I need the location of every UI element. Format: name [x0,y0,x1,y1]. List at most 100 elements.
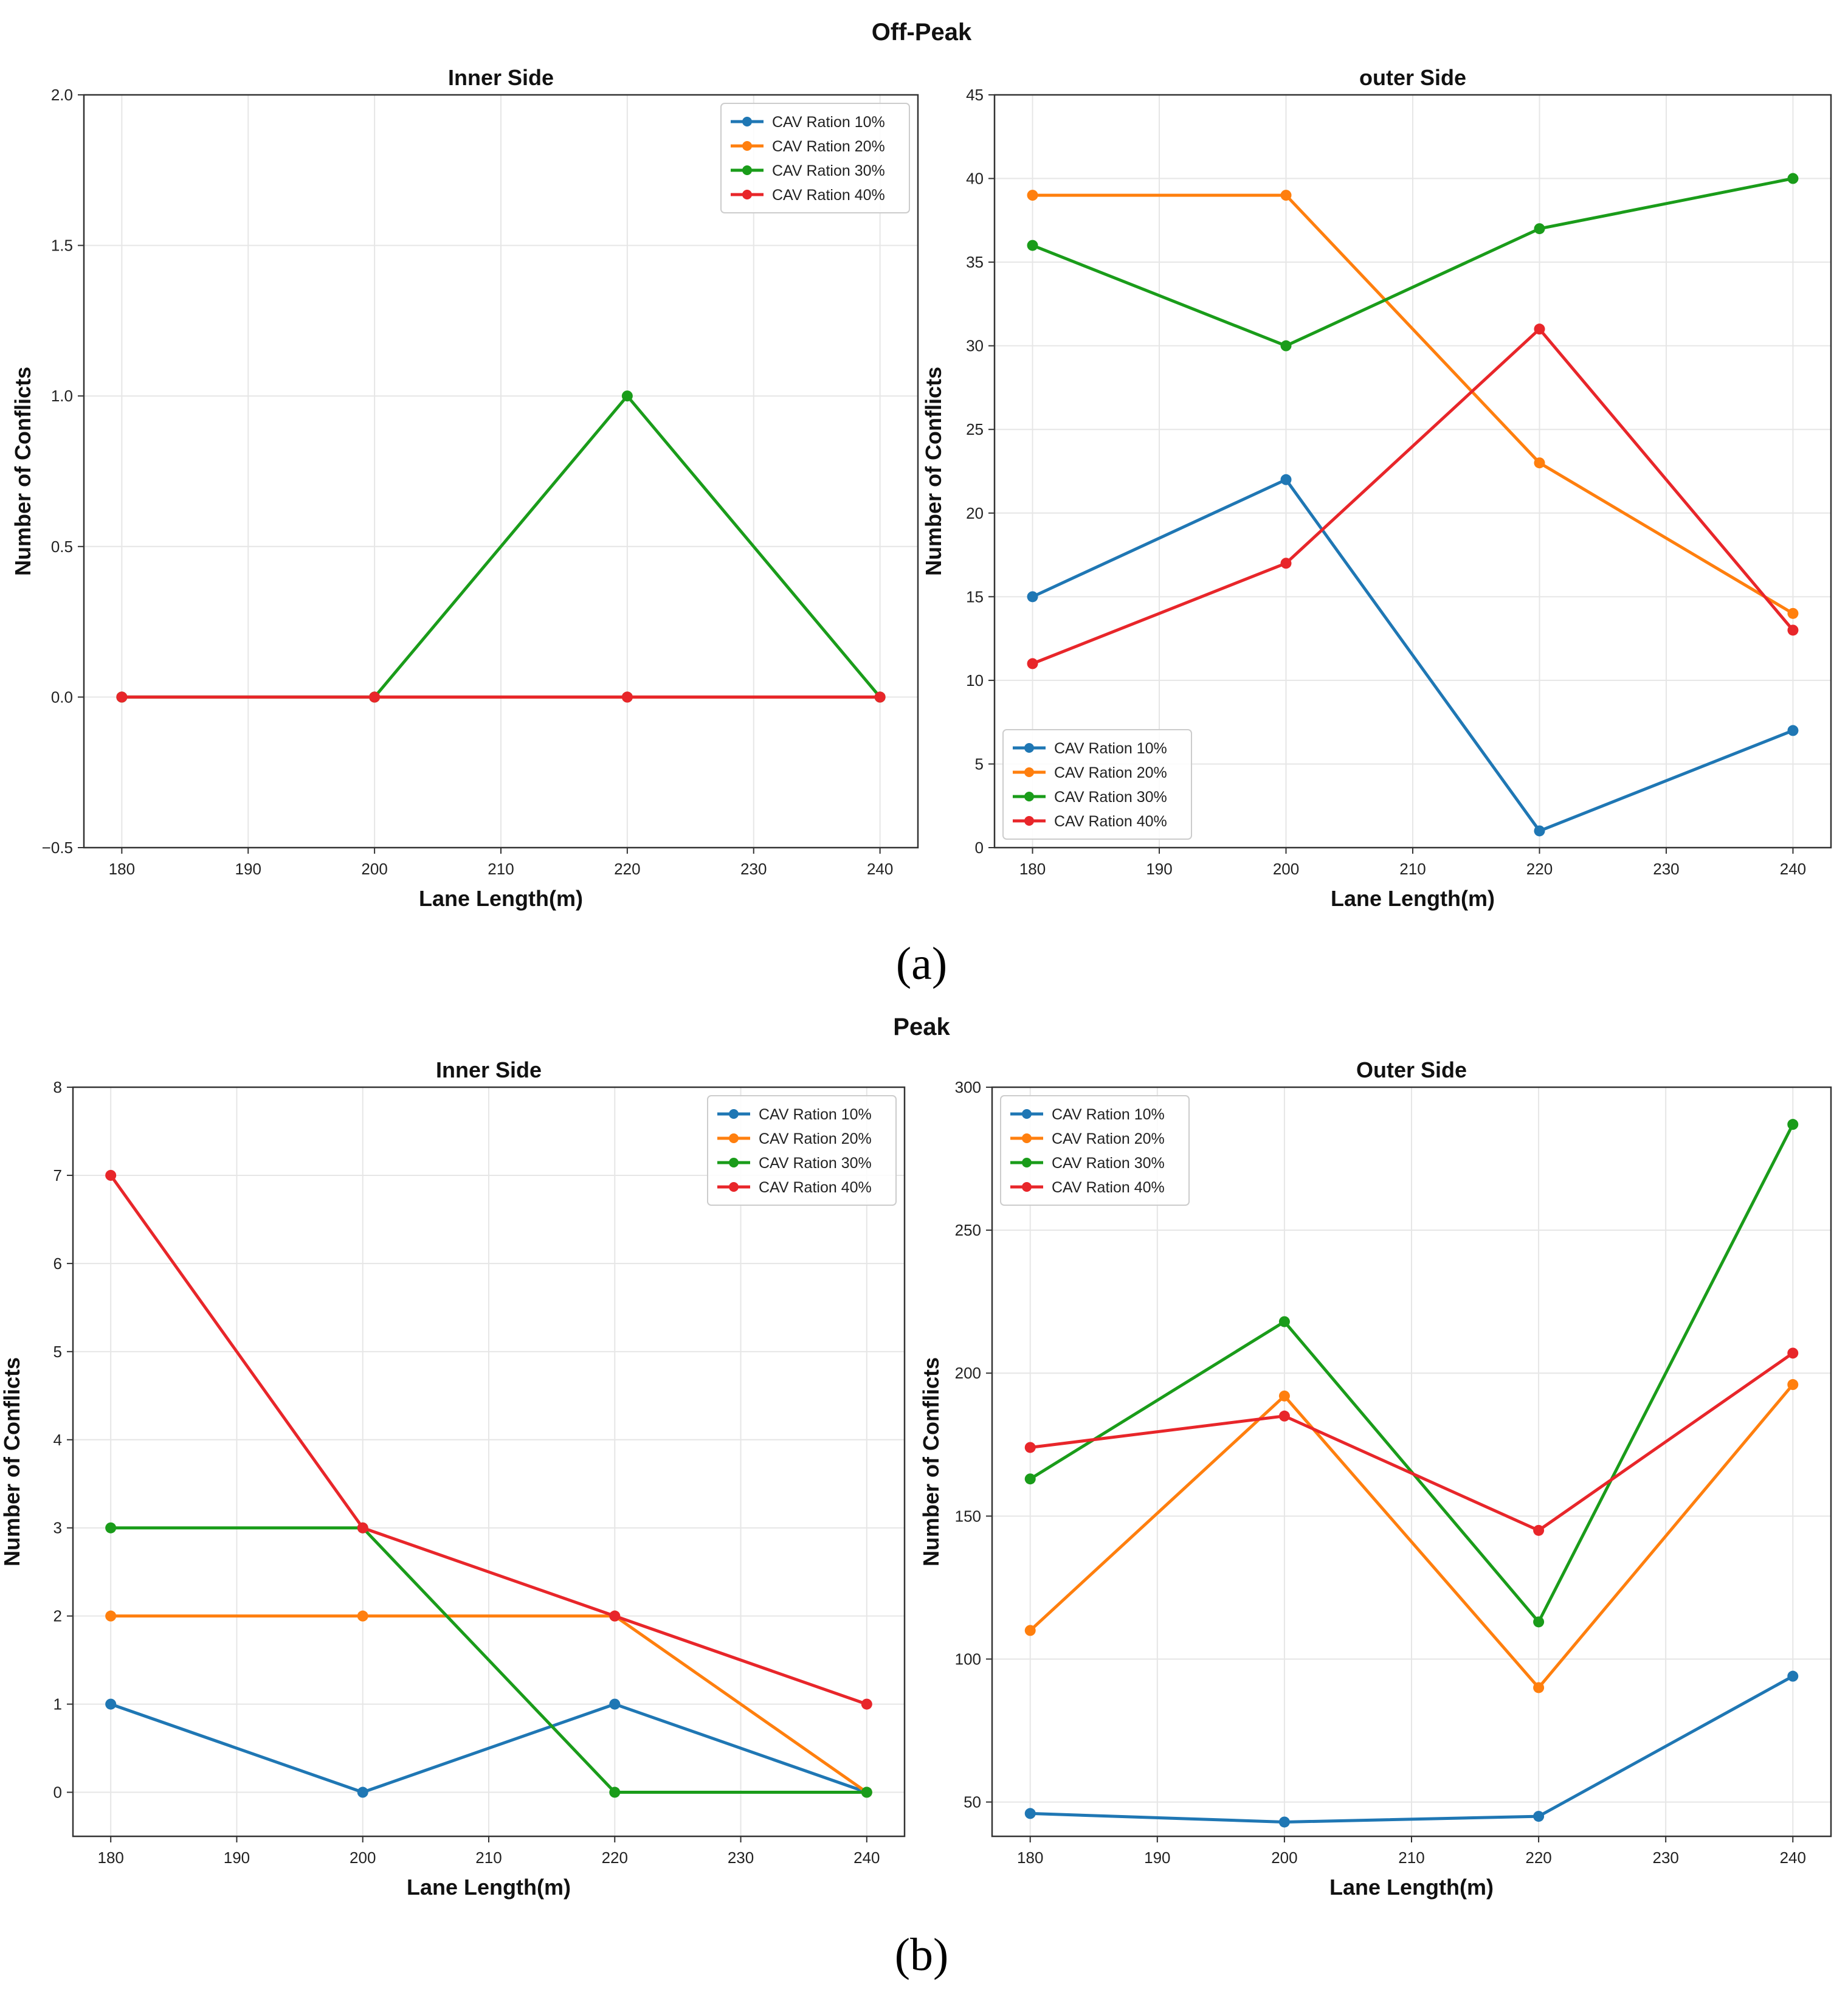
x-tick-label: 190 [1144,1848,1170,1867]
legend-swatch-marker [729,1133,739,1143]
series-line [1029,1383,1795,1689]
legend-entry: CAV Ration 40% [772,187,885,204]
data-point [105,1169,117,1181]
data-point [105,1610,117,1622]
y-tick-label: 0.5 [51,538,73,556]
series-line [1031,327,1795,665]
x-tick-label: 240 [1780,860,1806,878]
data-point [621,390,633,402]
data-point [116,691,128,703]
series-line [1031,193,1795,615]
data-point [1787,1119,1799,1130]
panel-b-title: Peak [893,1014,950,1040]
data-point [1024,1442,1036,1453]
data-point [1280,474,1292,485]
data-point [861,1698,872,1710]
y-tick-label: 3 [53,1519,62,1537]
legend-entry: CAV Ration 10% [1054,740,1167,757]
legend-entry: CAV Ration 40% [1052,1179,1165,1196]
data-point [105,1698,117,1710]
x-tick-label: 240 [867,860,893,878]
data-point [105,1522,117,1534]
x-tick-label: 230 [1652,1848,1678,1867]
chart-title: Inner Side [436,1057,542,1082]
y-axis-label: Number of Conflicts [921,367,946,576]
data-point [1027,658,1038,669]
y-tick-label: 20 [966,504,984,522]
y-tick-label: 1.5 [51,237,73,255]
data-point [1027,591,1038,603]
data-point [357,1786,368,1798]
legend-entry: CAV Ration 30% [772,162,885,179]
data-point [1787,607,1799,619]
legend-box [1000,1095,1190,1206]
y-tick-label: −0.5 [42,839,73,857]
y-tick-label: 5 [975,755,984,773]
y-tick-label: 2.0 [51,86,73,104]
legend-entry: CAV Ration 30% [759,1155,872,1172]
data-point [1278,1390,1290,1402]
legend-entry: CAV Ration 30% [1052,1155,1165,1172]
y-tick-label: 15 [966,587,984,606]
x-tick-label: 240 [853,1848,880,1867]
legend-swatch-marker [729,1182,739,1192]
y-axis-label: Number of Conflicts [10,367,35,576]
series-line [109,1614,869,1794]
y-tick-label: 0 [53,1783,62,1802]
y-tick-label: 2 [53,1607,62,1625]
y-tick-label: 40 [966,170,984,188]
legend-entry: CAV Ration 30% [1054,789,1167,806]
x-tick-label: 220 [1525,1848,1551,1867]
x-tick-label: 180 [1017,1848,1043,1867]
x-tick-label: 210 [1399,860,1426,878]
y-tick-label: 25 [966,420,984,438]
legend-swatch-marker [1022,1133,1032,1143]
data-point [1533,1524,1545,1536]
legend-entry: CAV Ration 10% [759,1106,872,1123]
data-point [1278,1816,1290,1828]
data-point [1787,624,1799,636]
legend-swatch-marker [742,190,752,199]
x-axis-label: Lane Length(m) [407,1875,571,1900]
data-point [621,691,633,703]
data-point [357,1522,368,1534]
x-tick-label: 190 [1146,860,1172,878]
chart-title: Outer Side [1356,1057,1467,1082]
data-point [1787,1670,1799,1682]
series-line [1029,1351,1795,1532]
data-point [1534,457,1545,469]
legend-swatch-marker [729,1158,739,1167]
legend: CAV Ration 10% CAV Ration 20% CAV Ration 3… [1000,1095,1190,1206]
x-tick-label: 200 [1273,860,1299,878]
y-tick-label: 250 [955,1221,981,1239]
legend-entry: CAV Ration 10% [772,114,885,131]
x-tick-label: 200 [350,1848,376,1867]
legend-swatch-marker [742,117,752,126]
y-axis-label: Number of Conflicts [0,1357,24,1566]
legend-swatch-marker [1024,743,1034,753]
y-tick-label: 200 [955,1364,981,1382]
legend: CAV Ration 10% CAV Ration 20% CAV Ration 3… [707,1095,897,1206]
y-tick-label: 7 [53,1166,62,1184]
data-point [1024,1625,1036,1636]
x-tick-label: 230 [1653,860,1679,878]
data-point [1280,340,1292,351]
legend-box [720,103,910,213]
legend-swatch-marker [742,141,752,151]
data-point [1534,223,1545,235]
x-axis-label: Lane Length(m) [419,886,583,911]
legend-swatch-marker [1024,767,1034,777]
chart-title: Inner Side [448,65,554,90]
y-tick-label: 1 [53,1695,62,1714]
data-point [609,1786,621,1798]
legend-entry: CAV Ration 10% [1052,1106,1165,1123]
legend-entry: CAV Ration 20% [1052,1130,1165,1147]
data-point [1024,1808,1036,1819]
y-tick-label: 100 [955,1650,981,1668]
x-tick-label: 190 [224,1848,250,1867]
x-tick-label: 210 [488,860,514,878]
panel-a-letter: (a) [896,938,947,989]
data-point [1280,190,1292,201]
data-point [609,1610,621,1622]
data-point [1533,1616,1545,1628]
